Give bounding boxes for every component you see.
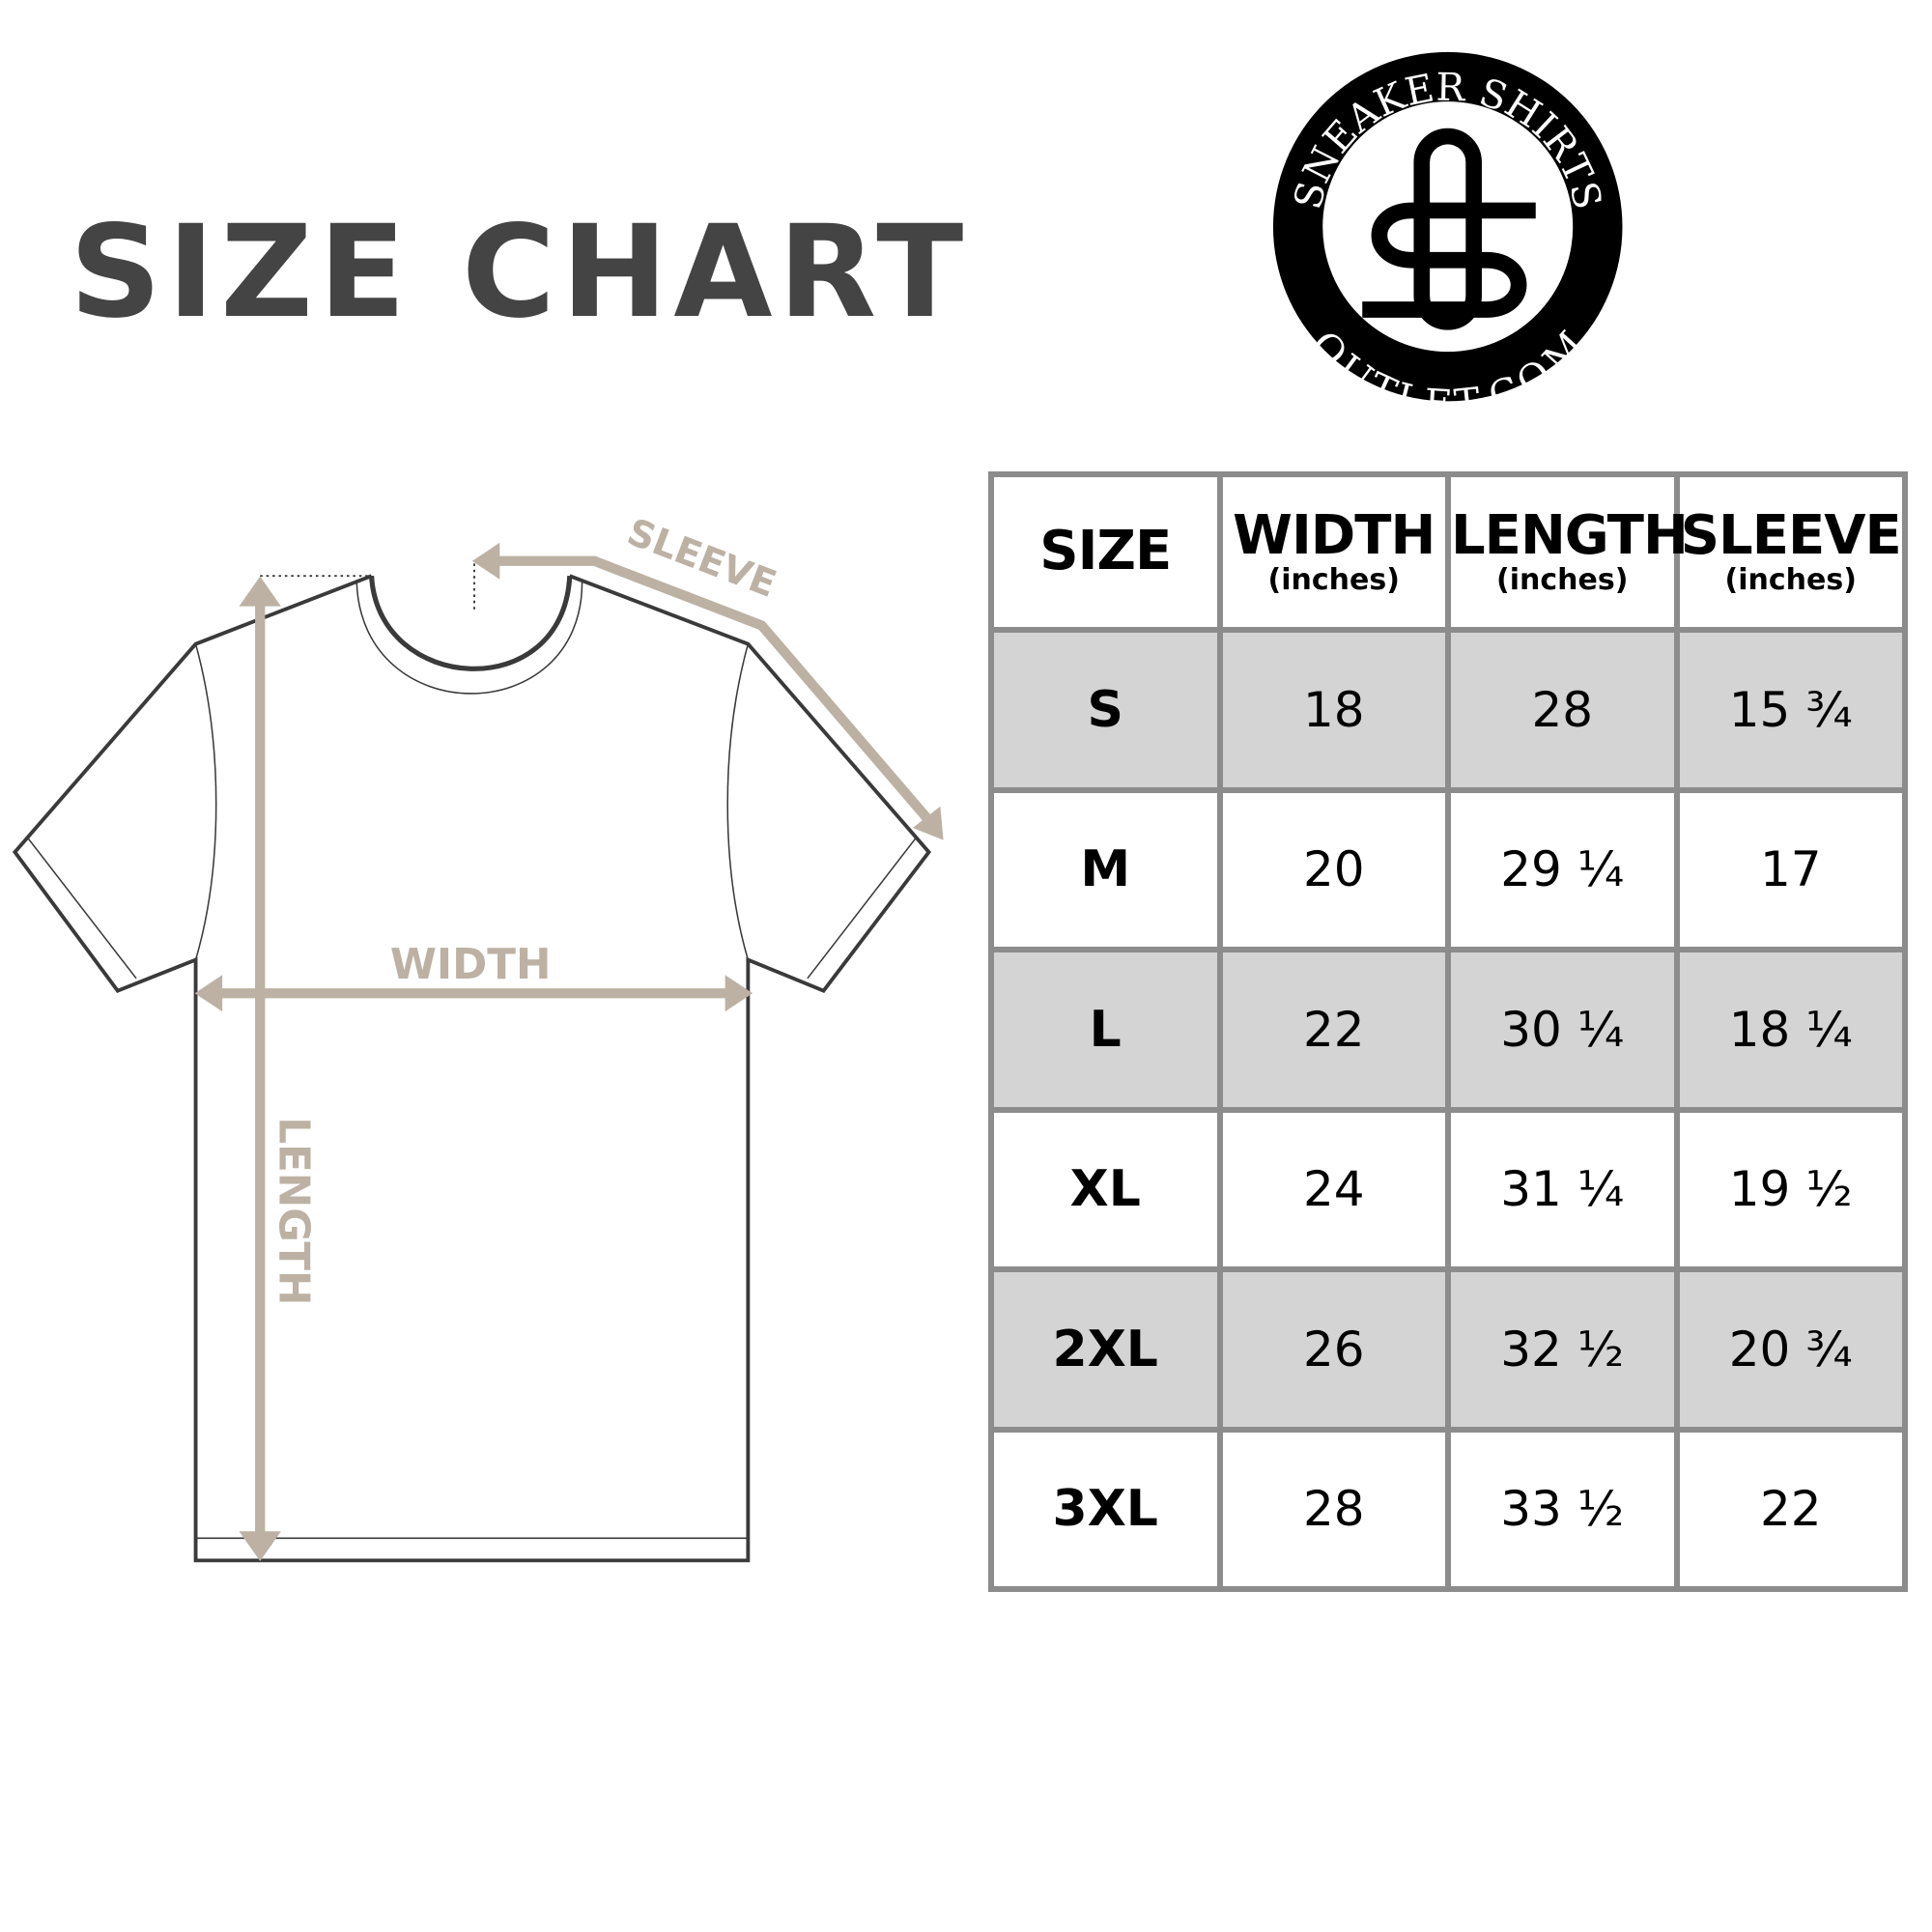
table-row: 3XL 28 33 ½ 22 [988,1426,1908,1592]
size-table: SIZE WIDTH (inches) LENGTH (inches) SLEEVE… [988,471,1908,1592]
header-width: WIDTH (inches) [1216,471,1451,633]
header-length: LENGTH (inches) [1445,471,1689,633]
page-title: SIZE CHART [70,198,970,347]
logo-monogram [1362,128,1536,330]
cell-width: 24 [1216,1106,1451,1272]
cell-length: 30 ¼ [1445,947,1680,1113]
tshirt-diagram [12,563,932,1563]
length-arrow-head-bottom [239,1531,281,1562]
tshirt-collar [369,576,573,671]
cell-width: 20 [1216,786,1451,952]
cell-length: 28 [1445,627,1680,793]
width-label: WIDTH [390,941,552,989]
table-row: XL 24 31 ¼ 19 ½ [988,1106,1908,1272]
cell-sleeve: 20 ¾ [1673,1266,1908,1433]
cell-width: 26 [1216,1266,1451,1433]
cell-length: 32 ½ [1445,1266,1680,1433]
cell-size: 3XL [988,1426,1223,1592]
length-arrow-head-top [239,576,281,607]
width-arrow-head-left [194,975,223,1012]
cell-sleeve: 15 ¾ [1673,627,1908,793]
cell-sleeve: 22 [1673,1426,1908,1592]
tshirt-seam-right [726,643,750,960]
table-row: L 22 30 ¼ 18 ¼ [988,947,1908,1113]
table-row: 2XL 26 32 ½ 20 ¾ [988,1266,1908,1433]
cell-size: 2XL [988,1266,1223,1433]
cell-sleeve: 18 ¼ [1673,947,1908,1113]
measurement-arrows [194,542,944,1562]
tshirt-outline [12,574,932,1563]
tshirt-cuff-right [807,837,918,980]
cell-width: 22 [1216,947,1451,1113]
tshirt-collar-inner [355,582,583,695]
table-header-row: SIZE WIDTH (inches) LENGTH (inches) SLEEVE… [988,471,1908,633]
cell-size: XL [988,1106,1223,1272]
table-row: M 20 29 ¼ 17 [988,786,1908,952]
sleeve-arrow-head-right [912,806,944,840]
length-label: LENGTH [270,1117,318,1305]
guide-dotted-top [260,563,475,610]
sleeve-arrow [495,555,930,821]
cell-width: 18 [1216,627,1451,793]
cell-size: L [988,947,1223,1113]
table-row: S 18 28 15 ¾ [988,627,1908,793]
cell-length: 29 ¼ [1445,786,1680,952]
cell-length: 33 ½ [1445,1426,1680,1592]
cell-size: S [988,627,1223,793]
width-arrow-head-right [724,975,753,1012]
brand-logo: SNEAKER SHIRTS OUTLET.COM [1272,51,1623,427]
sleeve-label: SLEEVE [621,510,781,607]
tshirt-cuff-left [26,837,137,980]
tshirt-seam-left [194,643,217,960]
cell-sleeve: 19 ½ [1673,1106,1908,1272]
cell-sleeve: 17 [1673,786,1908,952]
header-sleeve: SLEEVE (inches) [1673,471,1908,633]
sleeve-arrow-head-left [471,542,500,580]
cell-length: 31 ¼ [1445,1106,1680,1272]
header-size: SIZE [988,471,1223,633]
cell-width: 28 [1216,1426,1451,1592]
cell-size: M [988,786,1223,952]
